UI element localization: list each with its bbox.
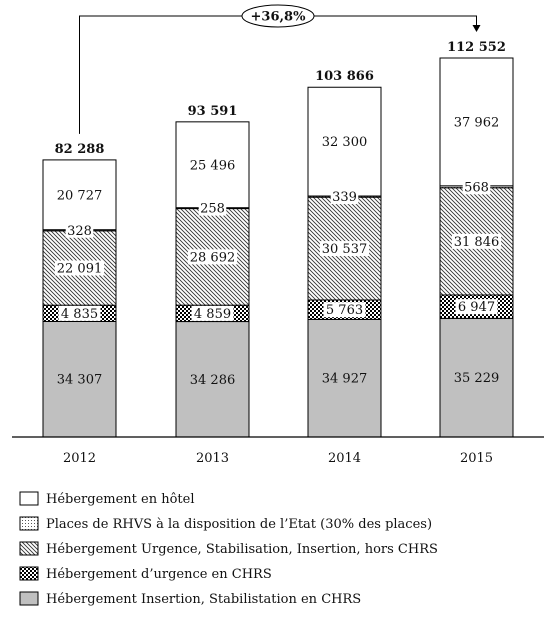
value-label-2015-3: 31 846 bbox=[454, 235, 500, 250]
growth-badge bbox=[241, 4, 315, 28]
value-label-2014-5: 32 300 bbox=[322, 135, 368, 150]
x-tick-label-2015: 2015 bbox=[460, 451, 493, 466]
value-label-2013-4: 258 bbox=[200, 202, 225, 217]
bar-segment-2015-1 bbox=[439, 317, 514, 438]
bar-segment-2014-5 bbox=[307, 86, 382, 197]
x-tick-label-2014: 2014 bbox=[328, 451, 361, 466]
total-label-2014: 103 866 bbox=[315, 69, 374, 84]
total-label-2013: 93 591 bbox=[188, 104, 238, 119]
value-label-bg bbox=[54, 260, 105, 276]
value-label-bg bbox=[187, 249, 238, 265]
value-label-2014-2: 5 763 bbox=[326, 303, 363, 318]
value-label-2013-3: 28 692 bbox=[190, 250, 236, 265]
legend-label-3: Hébergement Urgence, Stabilisation, Inse… bbox=[46, 542, 438, 557]
value-label-bg bbox=[330, 189, 359, 205]
growth-annotation-text: +36,8% bbox=[251, 10, 307, 25]
value-label-bg bbox=[455, 299, 498, 315]
value-label-2013-5: 25 496 bbox=[190, 158, 236, 173]
value-label-2015-5: 37 962 bbox=[454, 115, 500, 130]
value-label-2015-2: 6 947 bbox=[458, 300, 495, 315]
x-tick-label-2013: 2013 bbox=[196, 451, 229, 466]
growth-annotation: +36,8% bbox=[79, 4, 481, 134]
value-label-2012-3: 22 091 bbox=[57, 262, 103, 277]
bar-segment-2015-5 bbox=[439, 57, 514, 187]
legend-swatch-1 bbox=[19, 591, 39, 606]
value-label-2014-3: 30 537 bbox=[322, 242, 368, 257]
legend-swatch-5 bbox=[19, 491, 39, 506]
value-label-bg bbox=[319, 241, 370, 257]
x-tick-label-2012: 2012 bbox=[63, 451, 96, 466]
total-label-2012: 82 288 bbox=[55, 142, 105, 157]
growth-arrow-head bbox=[472, 25, 481, 32]
bar-segment-2013-5 bbox=[175, 121, 250, 209]
value-label-2013-2: 4 859 bbox=[194, 307, 231, 322]
value-label-2012-2: 4 835 bbox=[61, 307, 98, 322]
growth-bracket-line bbox=[79, 15, 477, 134]
value-label-2012-1: 34 307 bbox=[57, 373, 103, 388]
bar-segment-2014-1 bbox=[307, 318, 382, 438]
value-label-2014-4: 339 bbox=[332, 190, 357, 205]
value-label-bg bbox=[451, 233, 502, 249]
legend: Hébergement en hôtel Places de RHVS à la … bbox=[19, 491, 438, 607]
value-label-2015-4: 568 bbox=[464, 180, 489, 195]
labels-layer: 34 307 4 835 22 091 328 20 727 82 288 34 286 4 … bbox=[55, 40, 506, 388]
value-label-2014-1: 34 927 bbox=[322, 372, 368, 387]
value-label-2013-1: 34 286 bbox=[190, 373, 236, 388]
legend-label-4: Places de RHVS à la disposition de l’Eta… bbox=[46, 517, 432, 532]
value-label-bg bbox=[462, 179, 491, 195]
bars-layer bbox=[42, 57, 514, 438]
x-tick-labels: 2012 2013 2014 2015 bbox=[63, 451, 493, 466]
value-label-2015-1: 35 229 bbox=[454, 371, 500, 386]
legend-swatch-3 bbox=[19, 541, 39, 556]
value-label-bg bbox=[65, 222, 94, 238]
value-label-2012-5: 20 727 bbox=[57, 188, 103, 203]
bar-segment-2012-1 bbox=[42, 320, 117, 438]
legend-label-2: Hébergement d’urgence en CHRS bbox=[46, 567, 272, 582]
legend-label-1: Hébergement Insertion, Stabilistation en… bbox=[46, 592, 361, 607]
value-label-2012-4: 328 bbox=[67, 224, 92, 239]
value-label-bg bbox=[323, 302, 366, 318]
legend-label-5: Hébergement en hôtel bbox=[46, 492, 195, 507]
value-label-bg bbox=[58, 305, 101, 321]
total-label-2015: 112 552 bbox=[447, 40, 506, 55]
legend-swatch-4 bbox=[19, 516, 39, 531]
legend-swatch-2 bbox=[19, 566, 39, 581]
value-label-bg bbox=[191, 305, 234, 321]
value-label-bg bbox=[198, 200, 227, 216]
